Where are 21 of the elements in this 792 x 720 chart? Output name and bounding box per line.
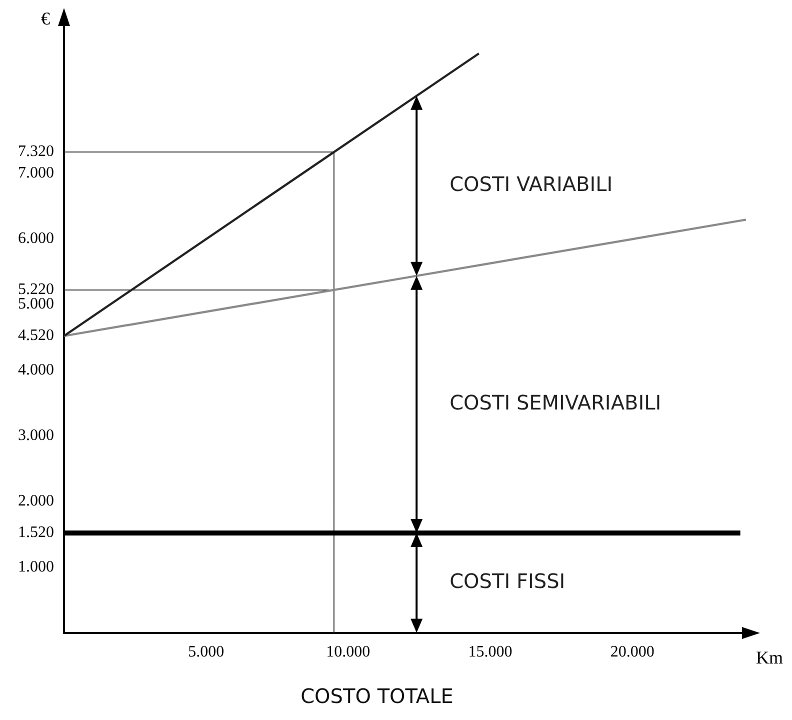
- y-tick-label: 1.520: [18, 524, 54, 542]
- x-tick-label: 10.000: [326, 644, 370, 661]
- x-axis-title: Km: [756, 648, 783, 668]
- y-tick-label: 1.000: [18, 558, 54, 576]
- y-tick-label: 4.000: [18, 361, 54, 378]
- annotation: COSTI SEMIVARIABILI: [450, 390, 662, 415]
- y-tick-label: 4.520: [18, 327, 54, 344]
- y-axis-title: €: [41, 8, 50, 29]
- y-tick-label: 5.220: [18, 281, 54, 298]
- y-tick-label: 7.320: [18, 143, 54, 160]
- y-tick-label: 2.000: [18, 492, 54, 510]
- y-tick-label: 7.000: [18, 164, 54, 182]
- y-tick-label: 5.000: [18, 296, 54, 313]
- y-tick-label: 3.000: [18, 426, 54, 444]
- x-tick-label: 15.000: [468, 644, 512, 661]
- annotation: COSTI VARIABILI: [450, 172, 613, 196]
- x-tick-label: 20.000: [610, 644, 654, 661]
- x-tick-label: 5.000: [188, 644, 224, 661]
- y-tick-label: 6.000: [18, 230, 54, 247]
- annotation: COSTI FISSI: [450, 569, 566, 594]
- text: COSTO TOTALE: [300, 684, 454, 708]
